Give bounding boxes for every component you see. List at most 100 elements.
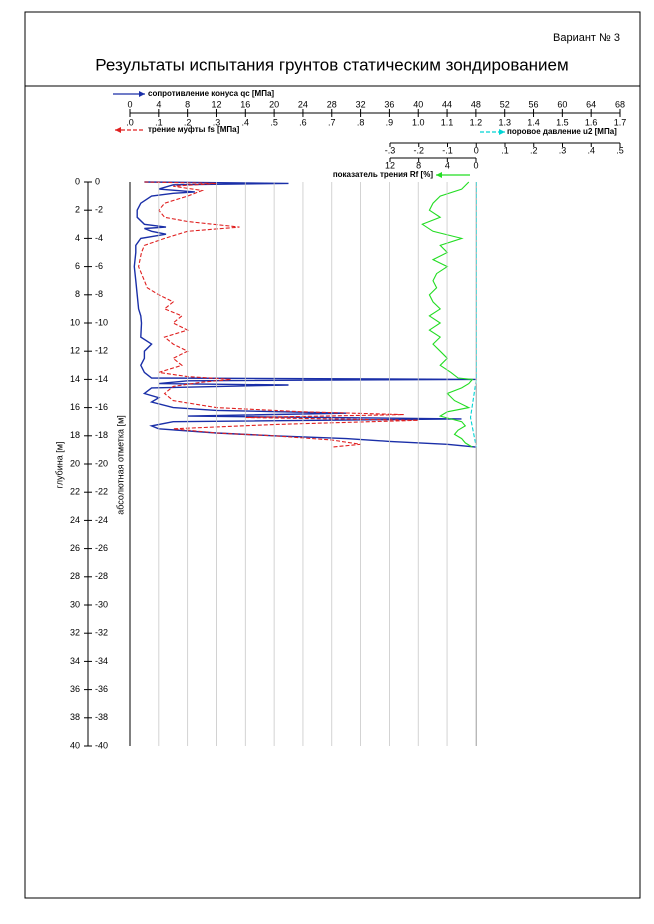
x-tick-label: .0 (126, 117, 134, 127)
y2-tick-label: -18 (95, 430, 108, 440)
x-tick-label: 8 (416, 160, 421, 170)
legend-label: сопротивление конуса qc [МПа] (148, 89, 274, 98)
y-tick-label: 40 (70, 740, 80, 750)
x-tick-label: .6 (299, 117, 307, 127)
legend-label: показатель трения Rf [%] (333, 170, 434, 179)
plot-lines (133, 181, 477, 448)
x-tick-label: 1.5 (556, 117, 569, 127)
x-tick-label: .8 (357, 117, 365, 127)
y-tick-label: 2 (75, 205, 80, 215)
title: Результаты испытания грунтов статическим… (95, 55, 568, 74)
y-tick-label: 18 (70, 430, 80, 440)
x-tick-label: .7 (328, 117, 336, 127)
y-tick-label: 32 (70, 628, 80, 638)
y2-tick-label: -2 (95, 205, 103, 215)
y-tick-label: 34 (70, 656, 80, 666)
series-line (469, 182, 477, 448)
legend-arrow (139, 91, 145, 97)
y-tick-label: 8 (75, 289, 80, 299)
x-tick-label: 12 (385, 160, 395, 170)
x-tick-label: 48 (471, 99, 481, 109)
y2-tick-label: -8 (95, 289, 103, 299)
y-tick-label: 38 (70, 712, 80, 722)
x-tick-label: 0 (127, 99, 132, 109)
x-tick-label: 0 (473, 160, 478, 170)
x-tick-label: 64 (586, 99, 596, 109)
y2-tick-label: -32 (95, 628, 108, 638)
y-tick-label: 36 (70, 684, 80, 694)
x-tick-label: -.1 (442, 145, 453, 155)
x-tick-label: 32 (356, 99, 366, 109)
x-tick-label: 1.2 (470, 117, 483, 127)
x-tick-label: 16 (240, 99, 250, 109)
y2-tick-label: -40 (95, 740, 108, 750)
y2-tick-label: 0 (95, 176, 100, 186)
y2-axis-label: абсолютная отметка [м] (115, 415, 125, 515)
x-tick-label: 28 (327, 99, 337, 109)
y2-tick-label: -16 (95, 402, 108, 412)
x-tick-label: 1.6 (585, 117, 598, 127)
x-tick-label: 44 (442, 99, 452, 109)
page-border (24, 11, 641, 899)
variant: Вариант № 3 (553, 32, 620, 44)
x-tick-label: 4 (445, 160, 450, 170)
x-tick-label: 1.4 (527, 117, 540, 127)
y2-tick-label: -12 (95, 346, 108, 356)
x-tick-label: 1.7 (614, 117, 627, 127)
y-tick-label: 16 (70, 402, 80, 412)
legend-label: поровое давление u2 [МПа] (507, 127, 617, 136)
x-tick-label: -.2 (413, 145, 424, 155)
y2-tick-label: -4 (95, 233, 103, 243)
x-tick-label: .1 (501, 145, 509, 155)
y-tick-label: 28 (70, 571, 80, 581)
x-tick-label: 20 (269, 99, 279, 109)
y-tick-label: 30 (70, 599, 80, 609)
x-tick-label: 1.1 (441, 117, 454, 127)
x-tick-label: 8 (185, 99, 190, 109)
x-tick-label: .1 (155, 117, 163, 127)
y-tick-label: 6 (75, 261, 80, 271)
x-tick-label: .5 (616, 145, 624, 155)
y2-tick-label: -6 (95, 261, 103, 271)
x-tick-label: 36 (384, 99, 394, 109)
x-tick-label: 12 (211, 99, 221, 109)
legend-arrow (499, 129, 505, 135)
legend-arrow (436, 172, 442, 178)
y-tick-label: 26 (70, 543, 80, 553)
x-tick-label: 60 (557, 99, 567, 109)
x-tick-label: .5 (270, 117, 278, 127)
x-tick-label: -.3 (385, 145, 396, 155)
y-tick-label: 24 (70, 515, 80, 525)
x-tick-label: 52 (500, 99, 510, 109)
x-tick-label: .4 (242, 117, 250, 127)
legend-arrow (115, 127, 121, 133)
y2-tick-label: -30 (95, 599, 108, 609)
x-tick-label: .4 (587, 145, 595, 155)
series-line (138, 181, 419, 448)
x-tick-label: 24 (298, 99, 308, 109)
y-tick-label: 12 (70, 346, 80, 356)
x-tick-label: 40 (413, 99, 423, 109)
y2-tick-label: -38 (95, 712, 108, 722)
x-tick-label: .2 (184, 117, 192, 127)
y2-tick-label: -28 (95, 571, 108, 581)
x-tick-label: 4 (156, 99, 161, 109)
y2-tick-label: -22 (95, 487, 108, 497)
y2-tick-label: -14 (95, 374, 108, 384)
y-tick-label: 14 (70, 374, 80, 384)
y-axis-label: глубина [м] (54, 442, 64, 489)
y2-tick-label: -24 (95, 515, 108, 525)
y-tick-label: 22 (70, 487, 80, 497)
legend-label: трение муфты fs [МПа] (148, 125, 240, 134)
x-tick-label: .3 (559, 145, 567, 155)
y2-tick-label: -26 (95, 543, 108, 553)
y-tick-label: 4 (75, 233, 80, 243)
x-tick-label: 0 (474, 145, 479, 155)
y2-tick-label: -36 (95, 684, 108, 694)
y-tick-label: 0 (75, 176, 80, 186)
x-tick-label: 56 (529, 99, 539, 109)
x-tick-label: 68 (615, 99, 625, 109)
x-tick-label: .2 (530, 145, 538, 155)
y2-tick-label: -10 (95, 317, 108, 327)
